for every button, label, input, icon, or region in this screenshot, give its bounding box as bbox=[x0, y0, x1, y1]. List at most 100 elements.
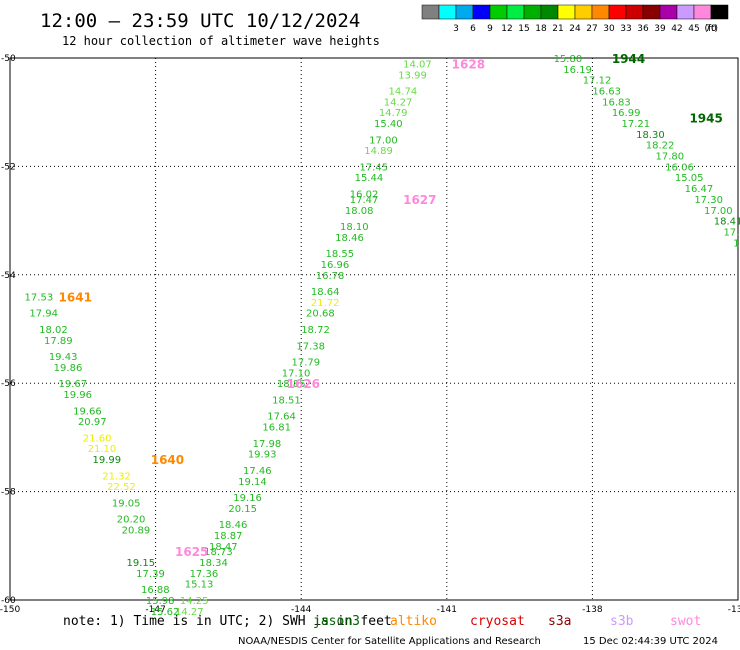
wave-height-label: 18.08 bbox=[345, 206, 374, 217]
wave-height-label: 16.88 bbox=[141, 585, 170, 596]
lat-tick-label: -56 bbox=[1, 379, 16, 389]
legend-label: 42 bbox=[671, 24, 682, 34]
map-plot-area: -150 -147 -144 -141 -138 -135 -50 -52 -54 -56 -58 -… bbox=[0, 52, 740, 618]
page-title: 12:00 — 23:59 UTC 10/12/2024 bbox=[40, 10, 360, 32]
wave-height-label: 19.05 bbox=[112, 498, 141, 509]
color-legend: 3 6 9 12 15 18 21 24 27 30 33 36 39 42 45 70(ft) bbox=[421, 4, 729, 34]
lat-lon-grid bbox=[10, 58, 738, 600]
wave-height-label: 17.80 bbox=[655, 152, 684, 163]
wave-height-label: 17.53 bbox=[25, 292, 54, 303]
legend-swatch bbox=[421, 4, 440, 20]
lat-tick-label: -54 bbox=[1, 271, 16, 281]
wave-height-label: 13.99 bbox=[398, 70, 427, 81]
legend-swatch bbox=[574, 4, 593, 20]
lon-tick-label: -147 bbox=[145, 605, 165, 615]
legend-label: 9 bbox=[487, 24, 493, 34]
lon-tick-label: -141 bbox=[437, 605, 457, 615]
lat-tick-label: -52 bbox=[1, 162, 16, 172]
tick-labels: -150 -147 -144 -141 -138 -135 -50 -52 -54 -56 -58 -… bbox=[0, 54, 740, 615]
pass-time-label: 1626 bbox=[287, 377, 320, 391]
pass-time-label: 1627 bbox=[403, 193, 436, 207]
legend-swatch bbox=[710, 4, 729, 20]
wave-height-label: 15.62 bbox=[151, 607, 180, 618]
wave-height-label: 17.39 bbox=[136, 569, 165, 580]
wave-height-label: 14.25 bbox=[180, 596, 209, 607]
wave-height-label: 15.13 bbox=[185, 580, 214, 591]
satellite-name: s3a bbox=[548, 614, 571, 629]
wave-height-label: 17.30 bbox=[694, 195, 723, 206]
pass-time-label: 1944 bbox=[612, 52, 645, 66]
legend-label: 21 bbox=[552, 24, 563, 34]
wave-height-label: 19.15 bbox=[126, 558, 155, 569]
wave-height-label: 18.85 bbox=[277, 379, 306, 390]
wave-height-label: 14.89 bbox=[364, 146, 393, 157]
legend-label: 24 bbox=[569, 24, 581, 34]
legend-swatch bbox=[506, 4, 525, 20]
footer-credit: NOAA/NESDIS Center for Satellite Applica… bbox=[238, 636, 541, 647]
wave-height-label: 15.40 bbox=[374, 119, 403, 130]
wave-height-label: 15.80 bbox=[554, 54, 583, 65]
legend-label: 45 bbox=[688, 24, 699, 34]
wave-height-label: 17.64 bbox=[267, 412, 296, 423]
legend-unit: (ft) bbox=[704, 24, 718, 34]
legend-swatch bbox=[455, 4, 474, 20]
wave-height-label: 19.14 bbox=[238, 477, 267, 488]
wave-height-label: 18.02 bbox=[39, 325, 68, 336]
wave-height-label: 16.83 bbox=[602, 97, 631, 108]
wave-height-label: 19.16 bbox=[233, 493, 262, 504]
wave-height-label: 21.72 bbox=[311, 298, 340, 309]
wave-height-label: 17.47 bbox=[350, 195, 379, 206]
wave-height-label: 14.74 bbox=[389, 87, 418, 98]
legend-label: 30 bbox=[603, 24, 615, 34]
wave-height-label: 16.99 bbox=[612, 108, 641, 119]
legend-swatch bbox=[642, 4, 661, 20]
lon-tick-label: -144 bbox=[291, 605, 312, 615]
wave-height-label: 20.15 bbox=[228, 504, 257, 515]
wave-height-label: 14.79 bbox=[379, 108, 408, 119]
wave-height-label: 18.73 bbox=[204, 547, 233, 558]
footer-timestamp: 15 Dec 02:44:39 UTC 2024 bbox=[583, 636, 718, 647]
wave-height-label: 14.27 bbox=[384, 97, 413, 108]
wave-height-label: 18.22 bbox=[646, 141, 675, 152]
map-frame bbox=[9, 57, 739, 601]
wave-height-label: 20.97 bbox=[78, 417, 107, 428]
wave-height-label: 19.66 bbox=[73, 406, 102, 417]
wave-height-label: 18.10 bbox=[340, 222, 369, 233]
wave-height-label: 19.67 bbox=[59, 379, 88, 390]
legend-swatch bbox=[540, 4, 559, 20]
legend-label: 27 bbox=[586, 24, 597, 34]
wave-height-label: 21.60 bbox=[83, 433, 112, 444]
legend-swatch bbox=[438, 4, 457, 20]
lat-tick-label: -60 bbox=[1, 596, 16, 606]
wave-height-label: 15.44 bbox=[355, 173, 384, 184]
wave-height-label: 15.05 bbox=[675, 173, 704, 184]
wave-height-label: 21.32 bbox=[102, 471, 131, 482]
wave-height-label: 20.20 bbox=[117, 515, 146, 526]
legend-label: 33 bbox=[620, 24, 631, 34]
pass-time-label: 1945 bbox=[689, 112, 722, 126]
satellite-tracks: 14.0713.9914.7414.2714.7915.4017.0014.89… bbox=[25, 52, 740, 618]
wave-height-label: 19.99 bbox=[93, 455, 122, 466]
legend-swatch bbox=[693, 4, 712, 20]
wave-height-label: 22.52 bbox=[107, 482, 136, 493]
pass-time-label: 1640 bbox=[151, 453, 184, 467]
satellite-legend: jason3 altiko cryosat s3a s3b swot bbox=[313, 614, 701, 629]
legend-label: 3 bbox=[453, 24, 459, 34]
wave-height-label: 16.19 bbox=[563, 65, 592, 76]
satellite-name: s3b bbox=[610, 614, 634, 629]
lon-tick-label: -150 bbox=[0, 605, 20, 615]
wave-height-label: 18.46 bbox=[335, 233, 364, 244]
legend-label: 18 bbox=[535, 24, 547, 34]
wave-height-label: 20.89 bbox=[122, 526, 151, 537]
pass-time-label: 1628 bbox=[452, 57, 485, 71]
legend-label: 6 bbox=[470, 24, 476, 34]
lat-tick-label: -50 bbox=[1, 54, 16, 64]
wave-height-label: 17.63 bbox=[723, 227, 740, 238]
legend-label: 12 bbox=[501, 24, 512, 34]
track-pass-3: 15.8016.1917.1216.6316.8316.9917.2118.30… bbox=[554, 52, 740, 249]
satellite-name: altiko bbox=[390, 614, 437, 629]
legend-swatch bbox=[523, 4, 542, 20]
wave-height-label: 17.12 bbox=[583, 76, 612, 87]
page-subtitle: 12 hour collection of altimeter wave hei… bbox=[62, 34, 380, 48]
wave-height-label: 18.55 bbox=[325, 249, 354, 260]
